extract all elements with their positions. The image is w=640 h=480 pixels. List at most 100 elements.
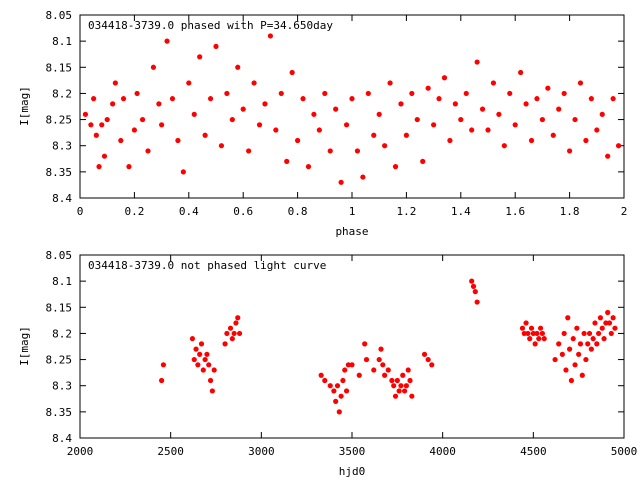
data-point xyxy=(227,325,234,331)
data-point xyxy=(512,122,518,128)
data-point xyxy=(579,372,585,378)
data-point xyxy=(322,377,328,384)
data-point xyxy=(576,351,582,357)
data-point xyxy=(159,122,165,128)
data-point xyxy=(197,351,203,357)
data-point xyxy=(568,377,575,384)
data-point xyxy=(362,341,368,347)
data-point xyxy=(463,90,469,97)
data-point xyxy=(567,346,573,352)
y-tick-label: 8.4 xyxy=(52,192,72,205)
data-point xyxy=(289,69,295,76)
data-point xyxy=(112,80,118,86)
phased-plot-frame xyxy=(79,14,625,199)
data-point xyxy=(583,137,589,144)
data-point xyxy=(429,362,435,368)
data-point xyxy=(382,143,388,149)
data-point xyxy=(561,90,567,97)
data-point xyxy=(371,367,377,373)
data-point xyxy=(556,106,562,112)
data-point xyxy=(262,101,268,107)
data-point xyxy=(224,330,230,337)
data-point xyxy=(528,137,535,144)
data-point xyxy=(236,330,243,337)
data-point xyxy=(267,33,273,39)
data-point xyxy=(474,59,480,65)
data-point xyxy=(391,383,397,389)
data-point xyxy=(189,336,196,342)
data-point xyxy=(409,90,415,97)
data-point xyxy=(110,101,116,107)
data-point xyxy=(606,320,613,326)
data-point xyxy=(570,336,576,342)
data-point xyxy=(407,377,413,384)
data-point xyxy=(563,367,569,373)
data-point xyxy=(530,330,536,337)
data-point xyxy=(380,362,386,368)
data-point xyxy=(376,356,382,363)
unphased-y-axis-label: I[mag] xyxy=(18,326,31,366)
data-point xyxy=(202,132,208,138)
data-point xyxy=(599,325,605,331)
data-point xyxy=(164,38,170,44)
data-point xyxy=(400,372,406,378)
data-point xyxy=(472,289,478,295)
data-point xyxy=(246,148,252,154)
data-point xyxy=(278,90,284,97)
y-tick-label: 8.1 xyxy=(52,275,72,288)
data-point xyxy=(592,320,598,326)
data-point xyxy=(273,127,279,133)
data-point xyxy=(501,143,507,149)
data-point xyxy=(365,90,371,97)
data-point xyxy=(356,372,362,378)
data-point xyxy=(581,330,587,337)
x-tick-label: 3000 xyxy=(248,445,275,458)
data-point xyxy=(521,330,527,337)
data-point xyxy=(425,356,431,363)
data-point xyxy=(342,367,348,373)
data-point xyxy=(345,362,351,368)
data-point xyxy=(474,299,480,305)
data-point xyxy=(585,341,591,347)
data-point xyxy=(594,127,600,133)
phased-panel: 034418-3739.0 phased with P=34.650day ph… xyxy=(18,9,627,238)
x-tick-label: 1.2 xyxy=(396,205,416,218)
data-point xyxy=(120,96,127,102)
data-point xyxy=(541,336,547,342)
data-point xyxy=(139,116,146,123)
phased-chart-title: 034418-3739.0 phased with P=34.650day xyxy=(88,19,333,32)
data-point xyxy=(195,362,201,368)
data-point xyxy=(207,96,214,102)
data-point xyxy=(596,330,602,337)
data-point xyxy=(572,116,578,123)
data-point xyxy=(518,69,524,76)
x-tick-label: 1.6 xyxy=(505,205,525,218)
data-point xyxy=(577,341,584,347)
phased-y-ticks: 8.05 8.1 8.15 8.2 8.25 8.3 8.35 8.4 xyxy=(46,9,624,205)
data-point xyxy=(340,377,346,384)
data-point xyxy=(470,283,477,289)
data-point xyxy=(322,90,328,97)
data-point xyxy=(360,174,366,180)
phased-y-axis-label: I[mag] xyxy=(18,86,31,126)
unphased-chart-title: 034418-3739.0 not phased light curve xyxy=(88,259,326,272)
data-point xyxy=(118,137,124,144)
data-point xyxy=(349,362,355,368)
data-point xyxy=(134,90,140,97)
data-point xyxy=(311,111,317,117)
data-point xyxy=(256,122,263,128)
data-point xyxy=(354,148,361,154)
unphased-y-ticks: 8.05 8.1 8.15 8.2 8.25 8.3 8.35 8.4 xyxy=(46,249,624,445)
data-point xyxy=(229,116,235,123)
data-point xyxy=(91,96,97,102)
data-point xyxy=(240,106,246,112)
data-point xyxy=(186,80,192,86)
data-point xyxy=(588,96,594,102)
data-point xyxy=(363,356,370,363)
data-point xyxy=(601,336,607,342)
data-point xyxy=(145,148,151,154)
data-point xyxy=(333,398,339,404)
data-point xyxy=(327,383,333,389)
data-point xyxy=(82,111,89,117)
y-tick-label: 8.4 xyxy=(52,432,72,445)
